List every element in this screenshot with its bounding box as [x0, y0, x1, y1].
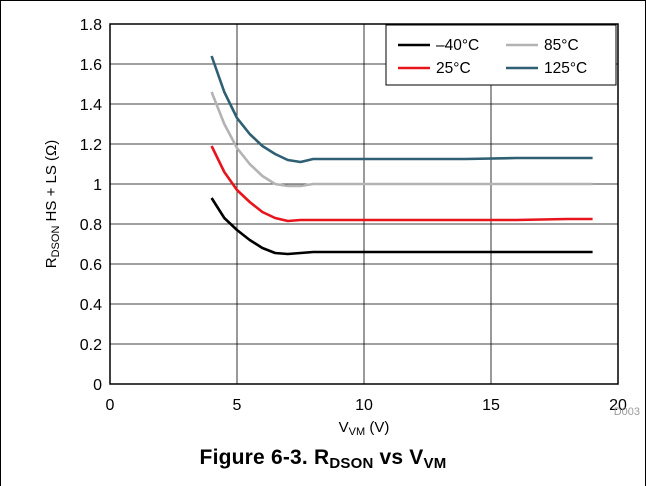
y-tick-label: 1.6	[80, 57, 102, 74]
legend-box	[385, 24, 617, 86]
series-line	[210, 91, 593, 188]
y-tick-label: 0.8	[80, 217, 102, 234]
figure-caption: Figure 6-3. RDSON vs VVM	[199, 446, 447, 472]
legend-label: 85°C	[544, 37, 579, 54]
series-line	[210, 55, 593, 164]
figure-code-label: D003	[614, 406, 640, 418]
y-tick-label: 0.2	[80, 337, 102, 354]
legend-label: 25°C	[436, 60, 471, 77]
series-line	[210, 145, 593, 223]
x-tick-labels: 0 5 10 15 20	[106, 397, 627, 414]
y-tick-label: 0.6	[80, 257, 102, 274]
y-tick-label: 1.8	[80, 17, 102, 34]
series-line	[210, 197, 593, 256]
rdson-chart: 0 0.2 0.4 0.6 0.8 1 1.2 1.4 1.6 1.8 0 5 10 15 20 VVM …	[43, 17, 640, 438]
legend-label: 125°C	[544, 60, 587, 77]
x-tick-label: 20	[609, 397, 627, 414]
y-tick-label: 0.4	[80, 297, 102, 314]
series-lines	[210, 55, 593, 256]
x-tick-label: 0	[106, 397, 115, 414]
x-tick-label: 5	[233, 397, 242, 414]
y-tick-label: 1.4	[80, 97, 102, 114]
plot-area-border	[109, 23, 619, 385]
x-axis-label: VVM (V)	[339, 419, 390, 438]
y-tick-labels: 0 0.2 0.4 0.6 0.8 1 1.2 1.4 1.6 1.8	[80, 17, 102, 394]
y-tick-label: 1.2	[80, 137, 102, 154]
y-axis-label: RDSON HS + LS (Ω)	[43, 140, 62, 268]
legend-label: –40°C	[436, 37, 479, 54]
x-tick-label: 15	[482, 397, 500, 414]
y-tick-label: 1	[93, 177, 102, 194]
legend: –40°C 85°C 25°C 125°C	[385, 24, 617, 86]
y-tick-label: 0	[93, 377, 102, 394]
x-tick-label: 10	[355, 397, 373, 414]
